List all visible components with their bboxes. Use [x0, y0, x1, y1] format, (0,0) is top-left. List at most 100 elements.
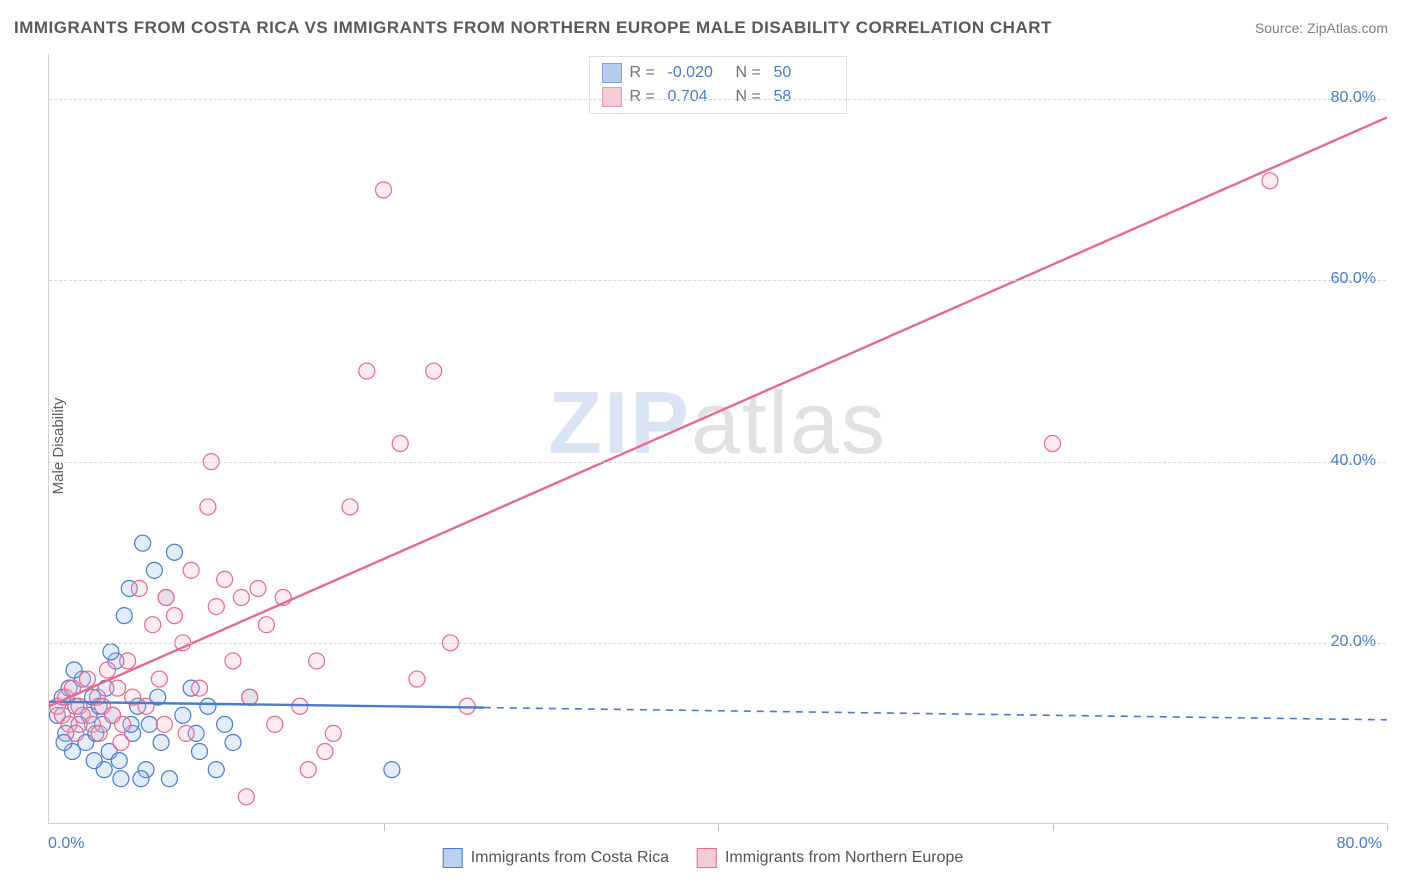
data-point [325, 725, 341, 741]
data-point [111, 753, 127, 769]
gridline [49, 643, 1386, 644]
legend-r-label: R = [630, 61, 660, 85]
series-legend-label: Immigrants from Northern Europe [725, 849, 963, 867]
data-point [175, 707, 191, 723]
data-point [86, 753, 102, 769]
legend-swatch [602, 87, 622, 107]
data-point [250, 580, 266, 596]
data-point [384, 762, 400, 778]
y-tick-label: 80.0% [1331, 89, 1376, 107]
data-point [135, 535, 151, 551]
data-point [359, 363, 375, 379]
data-point [156, 716, 172, 732]
legend-swatch [602, 63, 622, 83]
data-point [178, 725, 194, 741]
data-point [131, 580, 147, 596]
x-tick [1053, 823, 1054, 831]
data-point [242, 689, 258, 705]
gridline [49, 280, 1386, 281]
correlation-legend: R = -0.020 N = 50 R = 0.704 N = 58 [589, 56, 847, 114]
legend-n-value: 58 [774, 85, 834, 109]
legend-r-value: 0.704 [668, 85, 728, 109]
trend-line-solid [49, 702, 484, 708]
data-point [267, 716, 283, 732]
data-point [208, 762, 224, 778]
legend-swatch [443, 848, 463, 868]
x-tick [718, 823, 719, 831]
data-point [233, 590, 249, 606]
data-point [217, 716, 233, 732]
data-point [200, 698, 216, 714]
y-tick-label: 40.0% [1331, 452, 1376, 470]
data-point [1045, 436, 1061, 452]
data-point [392, 436, 408, 452]
data-point [91, 725, 107, 741]
data-point [68, 725, 84, 741]
data-point [166, 544, 182, 560]
data-point [225, 653, 241, 669]
data-point [258, 617, 274, 633]
data-point [238, 789, 254, 805]
legend-n-value: 50 [774, 61, 834, 85]
data-point [183, 562, 199, 578]
chart-svg [49, 54, 1386, 823]
source-attribution: Source: ZipAtlas.com [1255, 20, 1388, 36]
data-point [166, 608, 182, 624]
data-point [217, 571, 233, 587]
gridline [49, 99, 1386, 100]
data-point [153, 734, 169, 750]
data-point [133, 771, 149, 787]
correlation-legend-row: R = -0.020 N = 50 [602, 61, 834, 85]
data-point [113, 771, 129, 787]
data-point [103, 644, 119, 660]
gridline [49, 462, 1386, 463]
trend-line-dashed [484, 708, 1387, 720]
legend-n-label: N = [736, 85, 766, 109]
data-point [138, 698, 154, 714]
data-point [100, 662, 116, 678]
legend-swatch [697, 848, 717, 868]
trend-line-solid [49, 117, 1387, 706]
y-tick-label: 20.0% [1331, 633, 1376, 651]
data-point [200, 499, 216, 515]
y-tick-label: 60.0% [1331, 270, 1376, 288]
data-point [113, 734, 129, 750]
data-point [151, 671, 167, 687]
data-point [426, 363, 442, 379]
data-point [115, 716, 131, 732]
data-point [309, 653, 325, 669]
data-point [79, 671, 95, 687]
data-point [110, 680, 126, 696]
data-point [161, 771, 177, 787]
x-tick [1387, 823, 1388, 831]
data-point [120, 653, 136, 669]
data-point [146, 562, 162, 578]
data-point [116, 608, 132, 624]
x-tick [384, 823, 385, 831]
series-legend-item: Immigrants from Costa Rica [443, 848, 669, 868]
data-point [300, 762, 316, 778]
x-axis-min-label: 0.0% [48, 835, 84, 853]
correlation-legend-row: R = 0.704 N = 58 [602, 85, 834, 109]
legend-r-value: -0.020 [668, 61, 728, 85]
data-point [141, 716, 157, 732]
data-point [192, 680, 208, 696]
data-point [145, 617, 161, 633]
legend-r-label: R = [630, 85, 660, 109]
chart-title: IMMIGRANTS FROM COSTA RICA VS IMMIGRANTS… [14, 18, 1052, 38]
plot-area: ZIPatlas R =-0.020N =50R =0.704N =58 20.… [48, 54, 1386, 824]
legend-n-label: N = [736, 61, 766, 85]
series-legend-item: Immigrants from Northern Europe [697, 848, 963, 868]
data-point [317, 744, 333, 760]
data-point [192, 744, 208, 760]
x-axis-max-label: 80.0% [1337, 835, 1382, 853]
data-point [208, 599, 224, 615]
data-point [409, 671, 425, 687]
data-point [225, 734, 241, 750]
data-point [1262, 173, 1278, 189]
series-legend-label: Immigrants from Costa Rica [471, 849, 669, 867]
data-point [158, 590, 174, 606]
data-point [342, 499, 358, 515]
series-legend: Immigrants from Costa Rica Immigrants fro… [443, 848, 964, 868]
data-point [376, 182, 392, 198]
